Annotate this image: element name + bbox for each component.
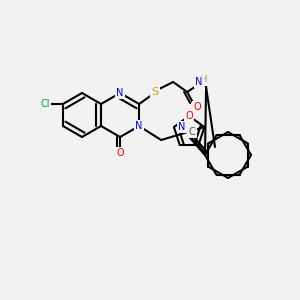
Text: N: N (178, 122, 186, 132)
Text: O: O (185, 111, 193, 121)
Text: Cl: Cl (40, 99, 50, 109)
Text: N: N (136, 121, 143, 131)
Text: O: O (116, 148, 124, 158)
Text: C: C (189, 127, 195, 137)
Text: H: H (200, 76, 206, 85)
Text: O: O (193, 102, 201, 112)
Text: N: N (196, 77, 203, 87)
Text: S: S (152, 87, 159, 97)
Text: N: N (116, 88, 124, 98)
